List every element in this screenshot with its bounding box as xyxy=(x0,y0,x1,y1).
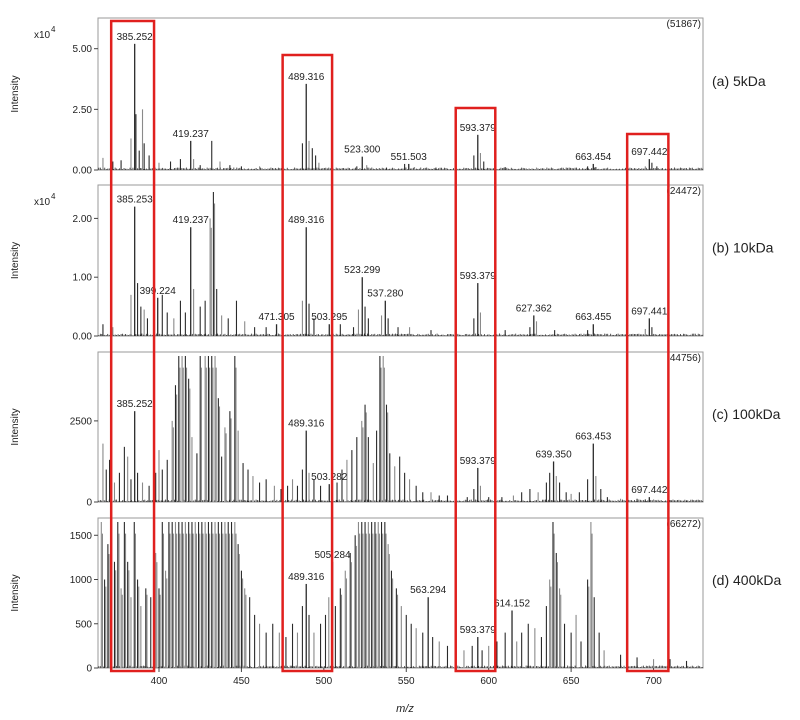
y-tick-label: 1000 xyxy=(70,575,93,586)
peak-label: 399.224 xyxy=(140,286,177,297)
peak-label: 489.316 xyxy=(288,215,325,226)
peak-label: 663.453 xyxy=(575,432,612,443)
peak-label: 419.237 xyxy=(173,129,210,140)
peak-label: 593.379 xyxy=(460,625,497,636)
y-axis-label: Intensity xyxy=(10,574,21,611)
y-tick-label: 1500 xyxy=(70,531,93,542)
y-tick-label: 0.00 xyxy=(73,166,93,177)
panel-frame xyxy=(97,351,704,503)
peak-label: 489.316 xyxy=(288,572,325,583)
y-axis-label: Intensity xyxy=(10,408,21,445)
highlight-box xyxy=(625,132,670,673)
panel-frame xyxy=(97,184,704,337)
peak-label: 503.295 xyxy=(311,312,348,323)
peak-label: 663.454 xyxy=(575,152,612,163)
x-tick-label: 400 xyxy=(151,676,168,687)
y-tick-label: 2.00 xyxy=(73,214,93,225)
peak-label: 537.280 xyxy=(367,289,404,300)
y-tick-label: 0 xyxy=(86,498,92,509)
max-intensity: (66272) xyxy=(667,519,701,530)
max-intensity: (24472) xyxy=(667,186,701,197)
y-exponent: 4 xyxy=(51,192,56,201)
peak-label: 563.294 xyxy=(410,585,447,596)
peak-label: 385.252 xyxy=(117,399,154,410)
x-tick-label: 550 xyxy=(398,676,415,687)
x-tick-label: 650 xyxy=(563,676,580,687)
peak-label: 663.455 xyxy=(575,312,612,323)
y-multiplier: x10 xyxy=(34,197,51,208)
y-axis-label: Intensity xyxy=(10,75,21,112)
y-exponent: 4 xyxy=(51,25,56,34)
peak-label: 385.253 xyxy=(117,195,154,206)
y-tick-label: 0 xyxy=(86,664,92,675)
highlight-box xyxy=(109,19,156,673)
panel-label: (a) 5kDa xyxy=(712,73,766,89)
panel-label: (c) 100kDa xyxy=(712,406,781,422)
panel-frame xyxy=(97,517,704,669)
peak-label: 593.379 xyxy=(460,271,497,282)
y-axis-label: Intensity xyxy=(10,242,21,279)
x-tick-label: 450 xyxy=(233,676,250,687)
y-tick-label: 500 xyxy=(75,619,92,630)
max-intensity: 44756) xyxy=(670,353,701,364)
peak-label: 523.300 xyxy=(344,145,381,156)
x-tick-label: 700 xyxy=(645,676,662,687)
y-tick-label: 2.50 xyxy=(73,105,93,116)
x-axis-label: m/z xyxy=(396,703,414,715)
highlight-box xyxy=(454,106,497,673)
peak-label: 697.441 xyxy=(631,306,668,317)
y-tick-label: 1.00 xyxy=(73,273,93,284)
y-tick-label: 0.00 xyxy=(73,332,93,343)
x-tick-label: 600 xyxy=(480,676,497,687)
peak-label: 627.362 xyxy=(516,303,553,314)
y-tick-label: 5.00 xyxy=(73,44,93,55)
peak-label: 503.282 xyxy=(311,472,348,483)
peak-label: 551.503 xyxy=(391,152,428,163)
peak-label: 489.316 xyxy=(288,72,325,83)
peak-label: 385.252 xyxy=(117,32,154,43)
peak-label: 593.379 xyxy=(460,456,497,467)
peak-label: 614.152 xyxy=(494,598,531,609)
x-tick-label: 500 xyxy=(316,676,333,687)
peak-label: 489.316 xyxy=(288,419,325,430)
panel-4: 150010005000Intensity(66272)489.316505.2… xyxy=(10,517,781,675)
highlight-boxes xyxy=(109,19,670,673)
peak-label: 697.442 xyxy=(631,485,668,496)
y-multiplier: x10 xyxy=(34,30,51,41)
panel-label: (b) 10kDa xyxy=(712,240,774,256)
peak-label: 593.379 xyxy=(460,123,497,134)
panel-label: (d) 400kDa xyxy=(712,572,781,588)
peak-label: 697.442 xyxy=(631,147,668,158)
peak-label: 471.305 xyxy=(258,312,295,323)
panel-3: 2500 0 Intensity 44756) 385.252 489.316 503.28… xyxy=(10,351,781,509)
y-tick-label: 2500 xyxy=(70,416,93,427)
peak-label: 523.299 xyxy=(344,265,381,276)
x-axis: m/z 400 450 500 550 600 650 700 xyxy=(151,668,662,715)
panel-frame xyxy=(97,17,704,171)
peak-label: 639.350 xyxy=(535,449,572,460)
max-intensity: (51867) xyxy=(667,19,701,30)
peak-label: 419.237 xyxy=(173,215,210,226)
highlight-box xyxy=(281,53,334,673)
